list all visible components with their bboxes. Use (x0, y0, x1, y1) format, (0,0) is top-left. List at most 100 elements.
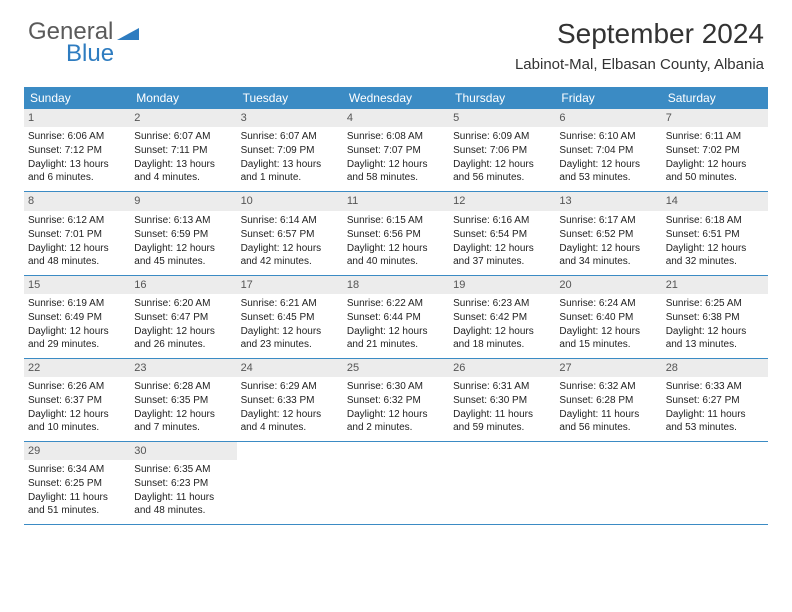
logo: General Blue (28, 18, 139, 68)
sunset-line: Sunset: 7:09 PM (241, 144, 339, 157)
day-number: 16 (130, 276, 236, 294)
weekday-header: Thursday (449, 87, 555, 109)
daylight-line: Daylight: 12 hours and 42 minutes. (241, 242, 339, 268)
day-number: 27 (555, 359, 661, 377)
sunrise-line: Sunrise: 6:18 AM (666, 214, 764, 227)
day-cell: . (449, 442, 555, 524)
day-number: 11 (343, 192, 449, 210)
sunset-line: Sunset: 6:47 PM (134, 311, 232, 324)
day-number: 24 (237, 359, 343, 377)
sunrise-line: Sunrise: 6:35 AM (134, 463, 232, 476)
day-cell: 5Sunrise: 6:09 AMSunset: 7:06 PMDaylight… (449, 109, 555, 191)
day-cell: 18Sunrise: 6:22 AMSunset: 6:44 PMDayligh… (343, 276, 449, 358)
day-cell: 26Sunrise: 6:31 AMSunset: 6:30 PMDayligh… (449, 359, 555, 441)
day-cell: 21Sunrise: 6:25 AMSunset: 6:38 PMDayligh… (662, 276, 768, 358)
logo-triangle-icon (117, 24, 139, 40)
sunrise-line: Sunrise: 6:09 AM (453, 130, 551, 143)
day-number: 23 (130, 359, 236, 377)
day-cell: 6Sunrise: 6:10 AMSunset: 7:04 PMDaylight… (555, 109, 661, 191)
sunset-line: Sunset: 7:11 PM (134, 144, 232, 157)
daylight-line: Daylight: 12 hours and 58 minutes. (347, 158, 445, 184)
day-number: 5 (449, 109, 555, 127)
sunrise-line: Sunrise: 6:31 AM (453, 380, 551, 393)
day-cell: 28Sunrise: 6:33 AMSunset: 6:27 PMDayligh… (662, 359, 768, 441)
daylight-line: Daylight: 12 hours and 50 minutes. (666, 158, 764, 184)
sunrise-line: Sunrise: 6:14 AM (241, 214, 339, 227)
weekday-header: Wednesday (343, 87, 449, 109)
sunrise-line: Sunrise: 6:21 AM (241, 297, 339, 310)
daylight-line: Daylight: 11 hours and 59 minutes. (453, 408, 551, 434)
sunrise-line: Sunrise: 6:28 AM (134, 380, 232, 393)
day-number: 7 (662, 109, 768, 127)
sunset-line: Sunset: 7:06 PM (453, 144, 551, 157)
sunset-line: Sunset: 7:01 PM (28, 228, 126, 241)
sunrise-line: Sunrise: 6:06 AM (28, 130, 126, 143)
daylight-line: Daylight: 12 hours and 48 minutes. (28, 242, 126, 268)
sunset-line: Sunset: 7:12 PM (28, 144, 126, 157)
sunset-line: Sunset: 6:27 PM (666, 394, 764, 407)
week-row: 29Sunrise: 6:34 AMSunset: 6:25 PMDayligh… (24, 442, 768, 525)
sunset-line: Sunset: 6:28 PM (559, 394, 657, 407)
day-number: 17 (237, 276, 343, 294)
day-cell: 11Sunrise: 6:15 AMSunset: 6:56 PMDayligh… (343, 192, 449, 274)
week-row: 8Sunrise: 6:12 AMSunset: 7:01 PMDaylight… (24, 192, 768, 275)
day-number: 19 (449, 276, 555, 294)
day-cell: . (343, 442, 449, 524)
header: General Blue September 2024 Labinot-Mal,… (0, 0, 792, 79)
calendar: SundayMondayTuesdayWednesdayThursdayFrid… (24, 87, 768, 525)
sunset-line: Sunset: 6:40 PM (559, 311, 657, 324)
sunset-line: Sunset: 6:59 PM (134, 228, 232, 241)
day-number: 18 (343, 276, 449, 294)
day-number: 13 (555, 192, 661, 210)
sunset-line: Sunset: 6:25 PM (28, 477, 126, 490)
day-cell: 17Sunrise: 6:21 AMSunset: 6:45 PMDayligh… (237, 276, 343, 358)
day-number: 12 (449, 192, 555, 210)
daylight-line: Daylight: 12 hours and 29 minutes. (28, 325, 126, 351)
day-number: 8 (24, 192, 130, 210)
day-cell: . (555, 442, 661, 524)
day-cell: 25Sunrise: 6:30 AMSunset: 6:32 PMDayligh… (343, 359, 449, 441)
sunrise-line: Sunrise: 6:08 AM (347, 130, 445, 143)
day-cell: 23Sunrise: 6:28 AMSunset: 6:35 PMDayligh… (130, 359, 236, 441)
day-cell: 24Sunrise: 6:29 AMSunset: 6:33 PMDayligh… (237, 359, 343, 441)
sunrise-line: Sunrise: 6:15 AM (347, 214, 445, 227)
day-number: 30 (130, 442, 236, 460)
day-cell: 13Sunrise: 6:17 AMSunset: 6:52 PMDayligh… (555, 192, 661, 274)
sunrise-line: Sunrise: 6:29 AM (241, 380, 339, 393)
sunset-line: Sunset: 6:44 PM (347, 311, 445, 324)
sunrise-line: Sunrise: 6:32 AM (559, 380, 657, 393)
daylight-line: Daylight: 11 hours and 48 minutes. (134, 491, 232, 517)
sunset-line: Sunset: 6:51 PM (666, 228, 764, 241)
day-number: 15 (24, 276, 130, 294)
weekday-header: Sunday (24, 87, 130, 109)
daylight-line: Daylight: 12 hours and 45 minutes. (134, 242, 232, 268)
day-number: 9 (130, 192, 236, 210)
sunset-line: Sunset: 6:37 PM (28, 394, 126, 407)
sunrise-line: Sunrise: 6:24 AM (559, 297, 657, 310)
day-cell: 9Sunrise: 6:13 AMSunset: 6:59 PMDaylight… (130, 192, 236, 274)
sunrise-line: Sunrise: 6:10 AM (559, 130, 657, 143)
sunset-line: Sunset: 6:57 PM (241, 228, 339, 241)
daylight-line: Daylight: 12 hours and 34 minutes. (559, 242, 657, 268)
day-number: 3 (237, 109, 343, 127)
day-cell: 7Sunrise: 6:11 AMSunset: 7:02 PMDaylight… (662, 109, 768, 191)
day-cell: 19Sunrise: 6:23 AMSunset: 6:42 PMDayligh… (449, 276, 555, 358)
sunset-line: Sunset: 6:49 PM (28, 311, 126, 324)
day-cell: . (237, 442, 343, 524)
sunrise-line: Sunrise: 6:33 AM (666, 380, 764, 393)
day-number: 4 (343, 109, 449, 127)
daylight-line: Daylight: 12 hours and 4 minutes. (241, 408, 339, 434)
sunrise-line: Sunrise: 6:20 AM (134, 297, 232, 310)
day-number: 29 (24, 442, 130, 460)
daylight-line: Daylight: 13 hours and 1 minute. (241, 158, 339, 184)
daylight-line: Daylight: 12 hours and 23 minutes. (241, 325, 339, 351)
sunset-line: Sunset: 6:30 PM (453, 394, 551, 407)
daylight-line: Daylight: 12 hours and 21 minutes. (347, 325, 445, 351)
sunrise-line: Sunrise: 6:11 AM (666, 130, 764, 143)
daylight-line: Daylight: 13 hours and 4 minutes. (134, 158, 232, 184)
sunrise-line: Sunrise: 6:26 AM (28, 380, 126, 393)
logo-text-blue: Blue (66, 40, 139, 68)
sunset-line: Sunset: 6:23 PM (134, 477, 232, 490)
day-cell: 22Sunrise: 6:26 AMSunset: 6:37 PMDayligh… (24, 359, 130, 441)
daylight-line: Daylight: 11 hours and 51 minutes. (28, 491, 126, 517)
